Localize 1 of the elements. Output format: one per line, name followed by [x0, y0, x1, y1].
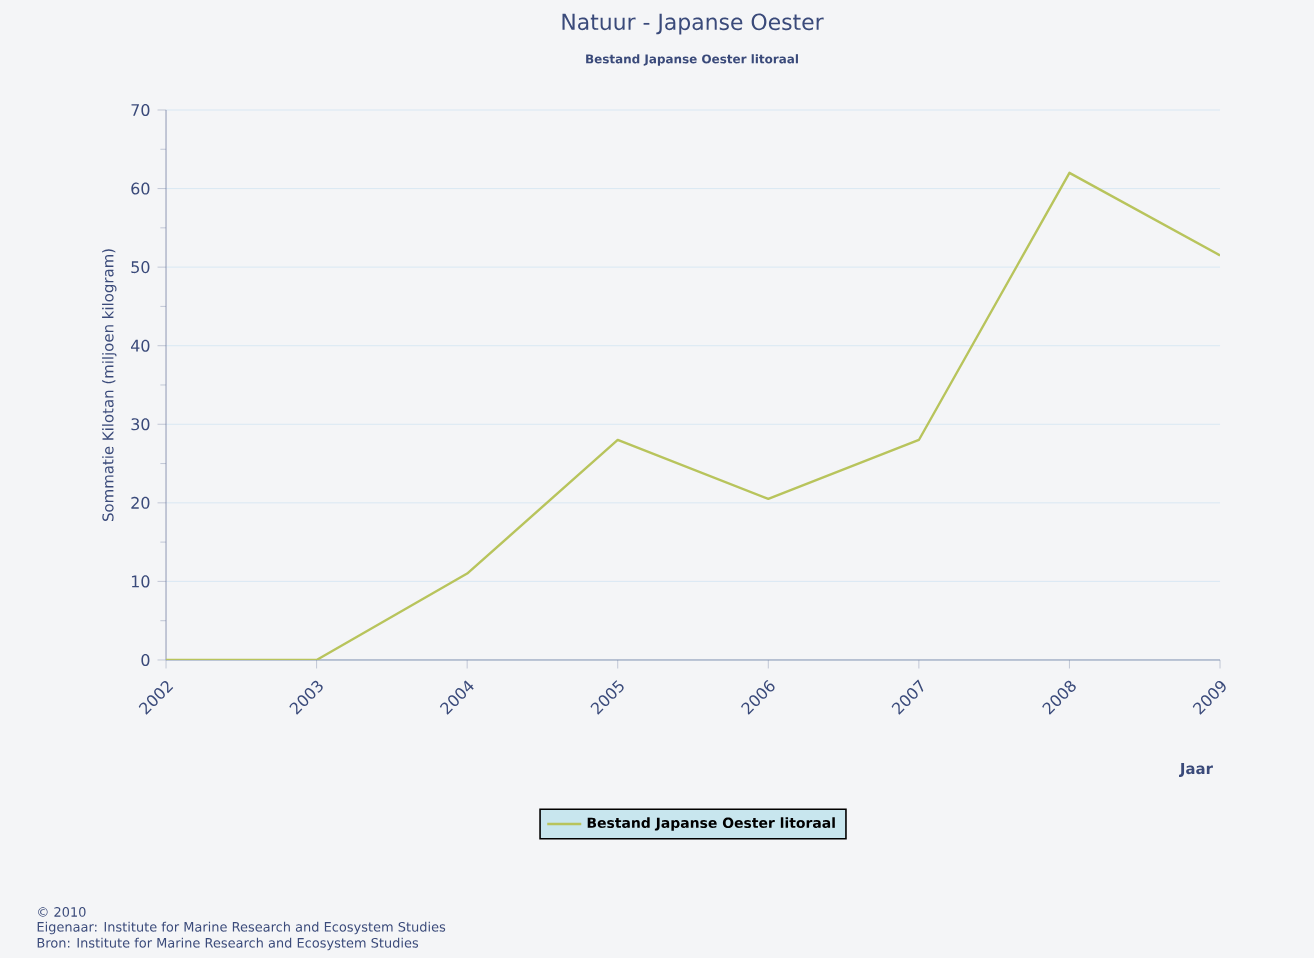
- chart-title: Natuur - Japanse Oester: [562, 13, 824, 35]
